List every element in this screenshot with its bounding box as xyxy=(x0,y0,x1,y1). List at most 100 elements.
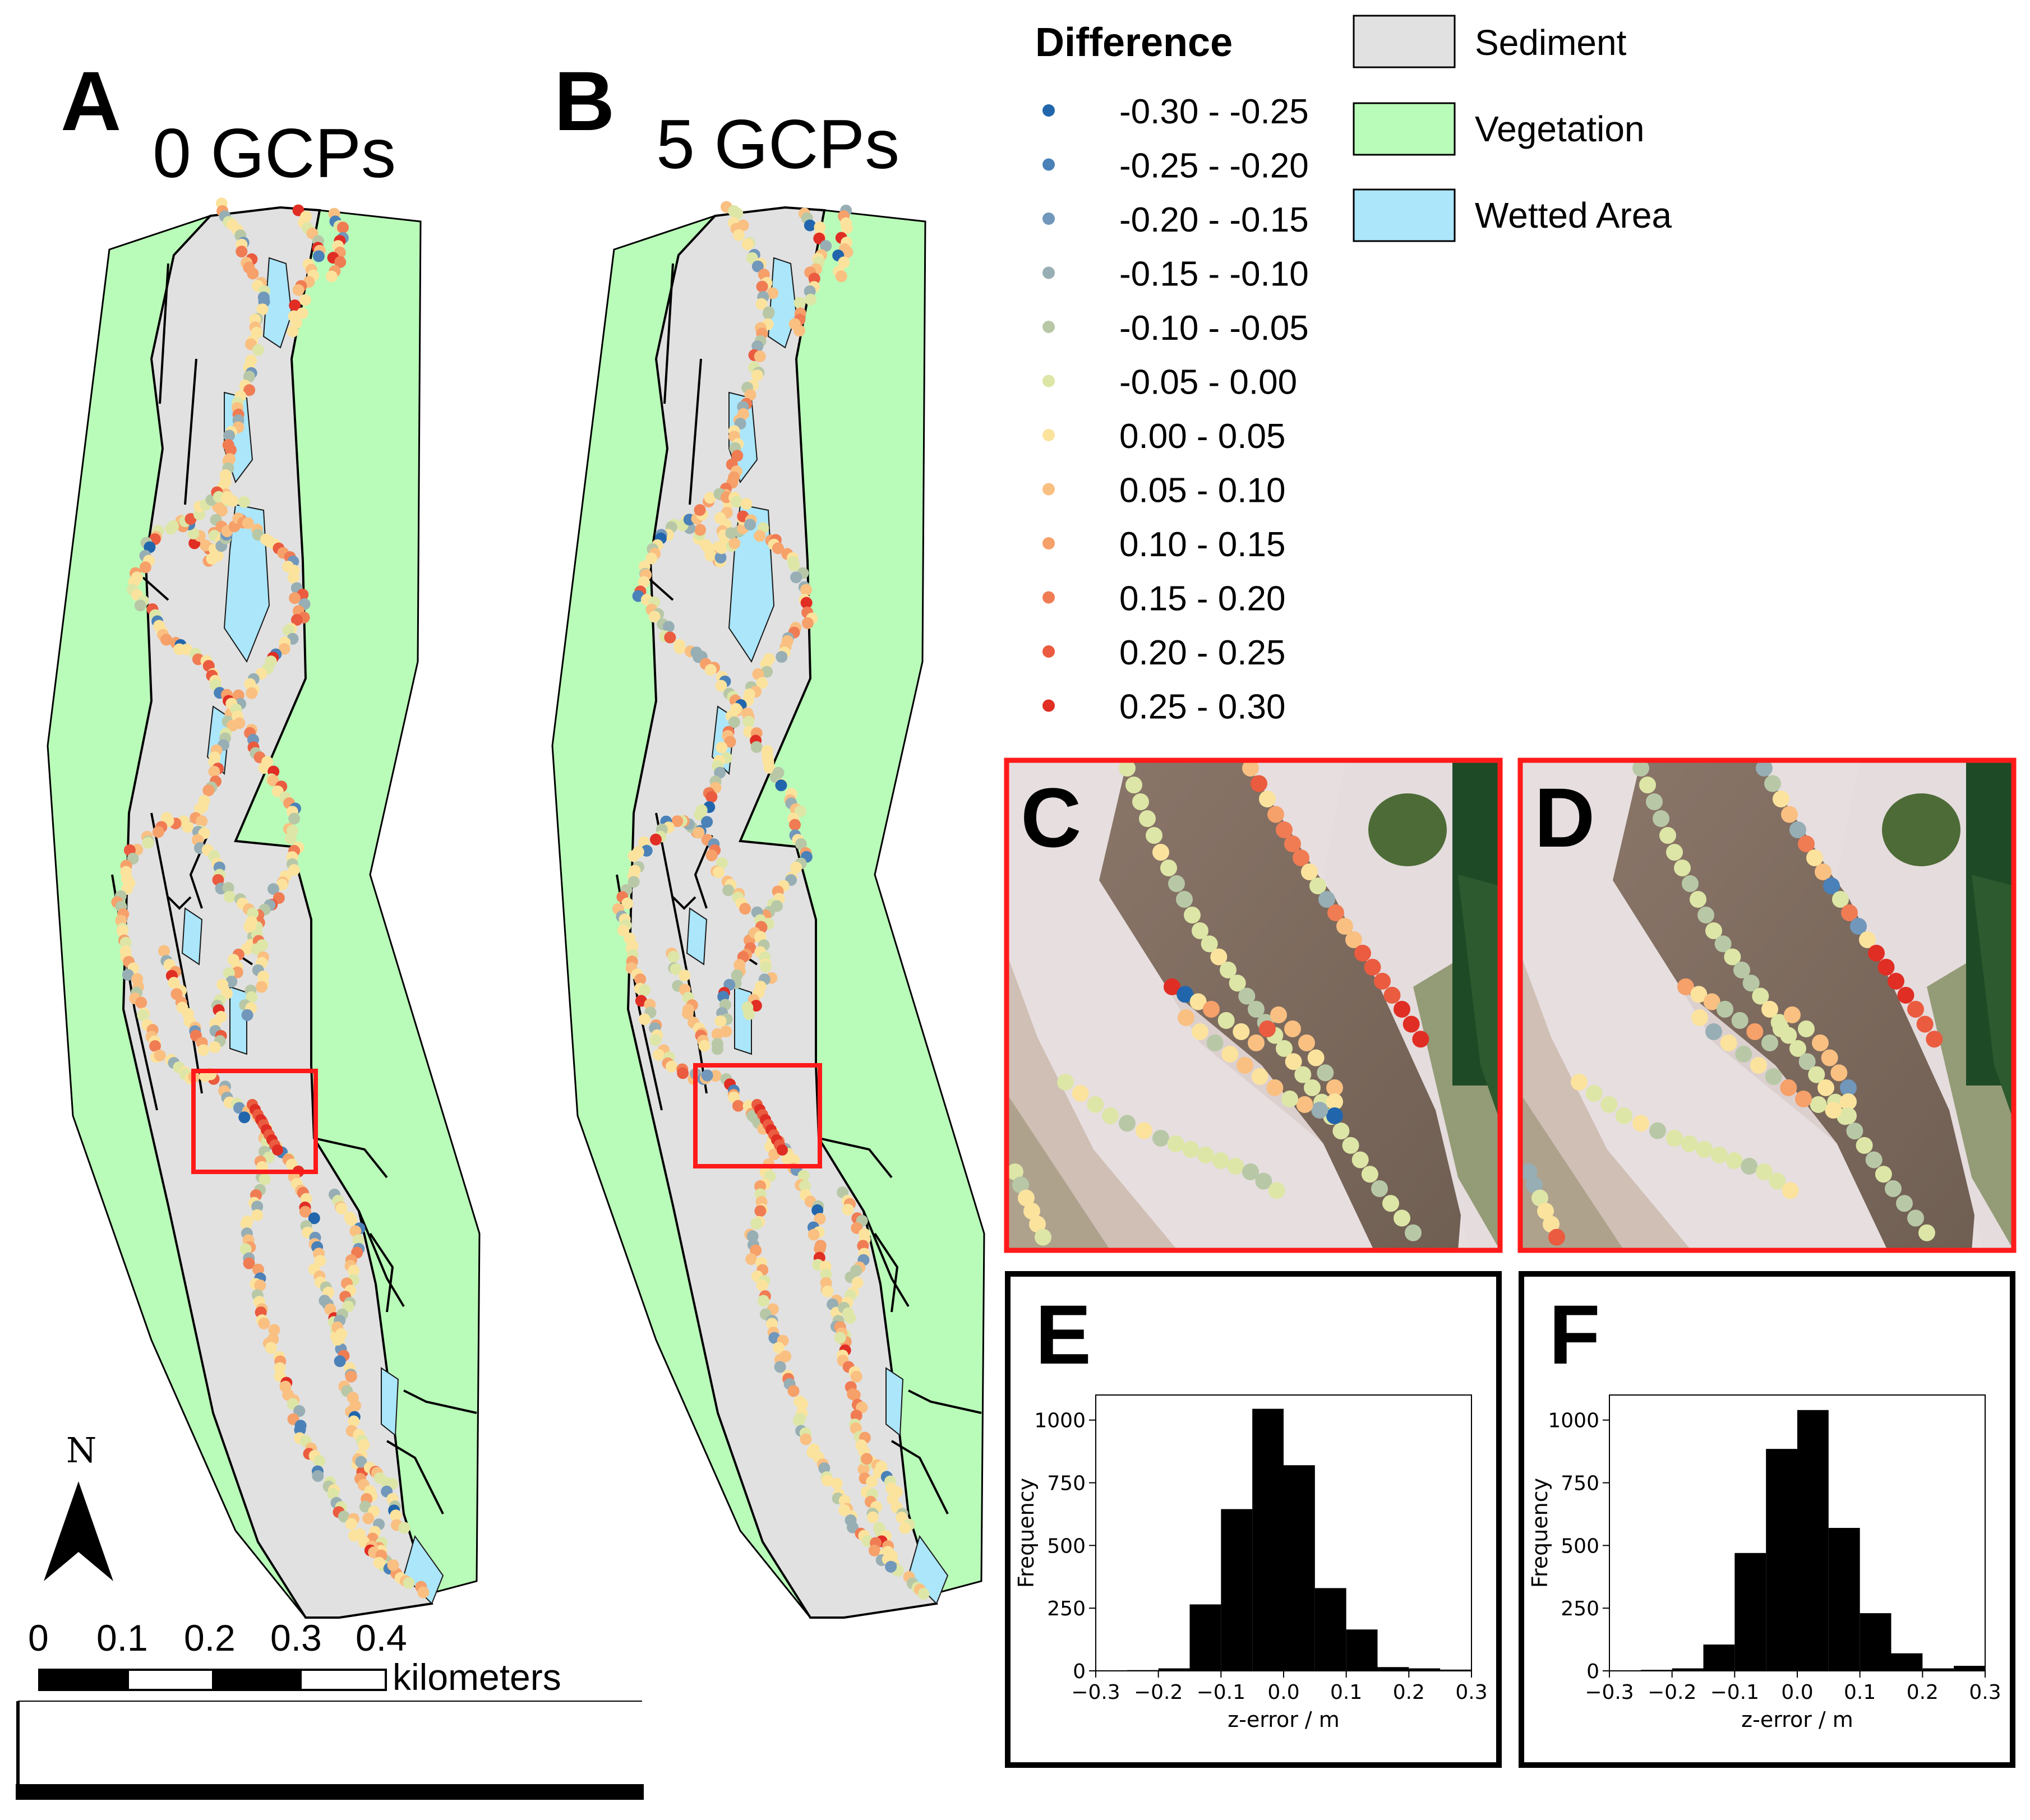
survey-point xyxy=(1859,931,1876,948)
survey-point xyxy=(142,837,154,849)
survey-point xyxy=(1301,863,1318,880)
vegetation-label: Vegetation xyxy=(1475,109,1645,149)
survey-point xyxy=(1741,1158,1758,1175)
survey-point xyxy=(324,1303,336,1315)
y-tick-label: 1000 xyxy=(1034,1410,1086,1433)
legend-title: Difference xyxy=(1035,20,1233,65)
legend-item: -0.25 - -0.20 xyxy=(1042,147,1309,186)
survey-point xyxy=(252,1263,264,1276)
survey-point xyxy=(788,559,800,571)
survey-point xyxy=(1119,1115,1136,1132)
zoom-extent-box xyxy=(191,1069,318,1174)
survey-point xyxy=(1394,1209,1410,1227)
survey-point xyxy=(750,1244,762,1257)
survey-point xyxy=(1326,1093,1343,1110)
survey-point xyxy=(705,791,718,803)
survey-point xyxy=(1840,1093,1857,1110)
survey-point xyxy=(1276,1040,1293,1057)
legend-label: 0.10 - 0.15 xyxy=(1119,525,1285,564)
survey-point xyxy=(247,267,259,280)
survey-point xyxy=(252,344,264,356)
legend-label: -0.20 - -0.15 xyxy=(1119,201,1309,239)
histogram-bar xyxy=(1609,1670,1641,1671)
survey-point xyxy=(265,1342,277,1354)
survey-point xyxy=(1806,849,1823,866)
survey-point xyxy=(336,221,349,234)
survey-point xyxy=(256,303,269,316)
survey-point xyxy=(1825,1102,1842,1119)
survey-point xyxy=(712,1043,724,1055)
legend-label: -0.10 - -0.05 xyxy=(1119,309,1309,348)
x-axis-title: z-error / m xyxy=(1228,1707,1340,1732)
difference-points xyxy=(111,197,430,1599)
x-tick-label: 0.2 xyxy=(1393,1681,1425,1704)
survey-point xyxy=(1281,1091,1298,1107)
survey-point xyxy=(796,1398,809,1410)
survey-point xyxy=(1102,1107,1119,1124)
survey-point xyxy=(208,765,220,778)
histogram-bar xyxy=(1189,1604,1221,1671)
survey-point xyxy=(119,936,132,949)
survey-point xyxy=(1296,1096,1313,1113)
survey-point xyxy=(387,1559,399,1571)
survey-point xyxy=(251,1209,264,1221)
survey-point xyxy=(348,1415,360,1428)
histogram-bar xyxy=(1860,1613,1891,1671)
survey-point xyxy=(899,1522,911,1534)
survey-point xyxy=(1087,1096,1104,1113)
survey-point xyxy=(715,680,727,692)
survey-point xyxy=(744,519,756,531)
survey-point xyxy=(1821,1049,1838,1066)
survey-point xyxy=(667,950,680,963)
survey-point xyxy=(1897,987,1914,1004)
wetted-area-label: Wetted Area xyxy=(1475,195,1672,235)
survey-point xyxy=(1029,1216,1046,1233)
survey-point xyxy=(1267,806,1284,823)
survey-point xyxy=(793,297,806,309)
survey-point xyxy=(745,1253,758,1265)
survey-point xyxy=(1761,1001,1778,1018)
survey-point xyxy=(1342,1137,1359,1154)
y-tick-label: 500 xyxy=(1561,1535,1599,1558)
scale-tick-3: 0.3 xyxy=(270,1617,322,1659)
survey-point xyxy=(799,1180,811,1192)
difference-points xyxy=(1007,760,1429,1246)
survey-point xyxy=(1846,1123,1863,1140)
survey-point xyxy=(243,1257,255,1269)
survey-point xyxy=(841,222,853,234)
survey-point xyxy=(184,513,197,525)
survey-point xyxy=(1735,1046,1752,1063)
difference-points xyxy=(612,201,930,1600)
survey-point xyxy=(1717,1001,1733,1018)
survey-point xyxy=(731,207,744,220)
y-tick-label: 0 xyxy=(1073,1660,1086,1683)
survey-point xyxy=(1781,806,1798,823)
survey-point xyxy=(254,1279,266,1291)
survey-point xyxy=(267,883,279,895)
survey-point xyxy=(705,849,718,862)
survey-point xyxy=(1189,993,1207,1010)
survey-point xyxy=(1229,974,1246,992)
survey-point xyxy=(1868,945,1885,962)
survey-point xyxy=(677,1067,689,1079)
survey-point xyxy=(1402,1015,1420,1033)
sediment-label: Sediment xyxy=(1475,22,1627,63)
survey-point xyxy=(278,643,290,655)
survey-point xyxy=(704,492,716,504)
survey-point xyxy=(196,815,208,828)
survey-point xyxy=(1750,1057,1767,1074)
survey-point xyxy=(1354,945,1371,962)
survey-point xyxy=(1383,987,1401,1004)
survey-point xyxy=(1666,844,1683,861)
survey-point xyxy=(756,1279,768,1292)
wetted-area-swatch xyxy=(1353,188,1456,242)
survey-point xyxy=(215,505,228,517)
survey-point xyxy=(1682,875,1699,892)
survey-point xyxy=(1877,959,1895,976)
histogram-bar xyxy=(1922,1668,1954,1671)
survey-point xyxy=(348,1530,360,1542)
survey-point xyxy=(1248,1034,1265,1051)
survey-point xyxy=(850,1370,862,1383)
survey-point xyxy=(835,270,847,283)
survey-point xyxy=(1332,1123,1350,1140)
